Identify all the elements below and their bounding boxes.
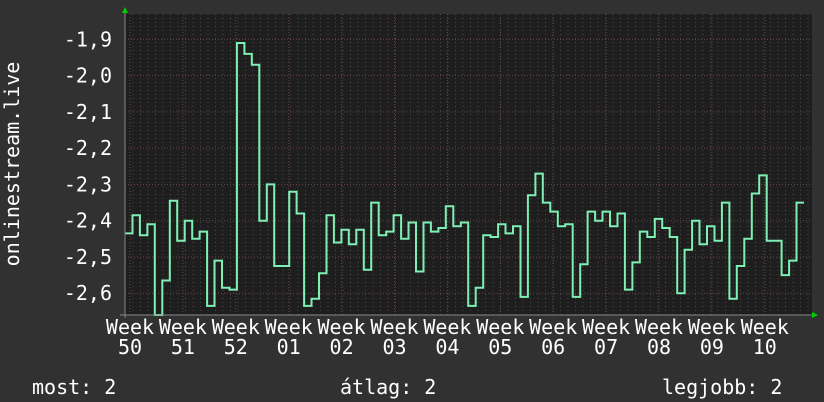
y-tick-label: -2,3 xyxy=(64,172,112,196)
x-tick-label: Week 51 xyxy=(159,315,207,359)
x-tick-label-part: 05 xyxy=(488,335,512,359)
grid xyxy=(125,14,812,315)
x-tick-label-part: Week xyxy=(106,315,154,339)
x-tick-label: Week 08 xyxy=(635,315,683,359)
x-tick-label-part: 07 xyxy=(594,335,618,359)
x-tick-label-part: 52 xyxy=(224,335,248,359)
x-tick-label: Week 07 xyxy=(582,315,630,359)
y-tick-label: -2,5 xyxy=(64,245,112,269)
x-tick-label-part: Week xyxy=(370,315,418,339)
x-tick-label-part: Week xyxy=(582,315,630,339)
x-tick-label-part: Week xyxy=(212,315,260,339)
x-tick-label: Week 50 xyxy=(106,315,154,359)
x-tick-label-part: 04 xyxy=(435,335,459,359)
x-tick-label-part: 09 xyxy=(700,335,724,359)
best-value: legjobb: 2 xyxy=(662,375,783,399)
x-tick-label: Week 09 xyxy=(688,315,736,359)
x-tick-label-part: Week xyxy=(529,315,577,339)
x-tick-label-part: 51 xyxy=(171,335,195,359)
x-tick-label-part: 03 xyxy=(382,335,406,359)
y-tick-label: -2,6 xyxy=(64,281,112,305)
x-tick-label-part: 10 xyxy=(753,335,777,359)
x-tick-label: Week 06 xyxy=(529,315,577,359)
x-tick-label: Week 02 xyxy=(318,315,366,359)
y-tick-label: -2,0 xyxy=(64,64,112,88)
x-tick-label-part: Week xyxy=(318,315,366,339)
x-tick-label: Week 01 xyxy=(265,315,313,359)
x-tick-label-part: 08 xyxy=(647,335,671,359)
average-value: átlag: 2 xyxy=(340,375,437,399)
x-tick-label-part: 02 xyxy=(330,335,354,359)
x-tick-label: Week 10 xyxy=(741,315,789,359)
x-axis-arrow-icon xyxy=(812,312,818,318)
x-tick-label-part: Week xyxy=(159,315,207,339)
x-tick-label-part: Week xyxy=(741,315,789,339)
y-axis-arrow-icon xyxy=(122,7,128,13)
x-tick-label-part: Week xyxy=(476,315,524,339)
x-tick-label-part: Week xyxy=(635,315,683,339)
y-tick-label: -2,4 xyxy=(64,209,112,233)
y-tick-label: -1,9 xyxy=(64,27,112,51)
x-tick-label: Week 04 xyxy=(423,315,471,359)
x-tick-label-part: Week xyxy=(423,315,471,339)
x-tick-label-part: Week xyxy=(265,315,313,339)
x-tick-label: Week 52 xyxy=(212,315,260,359)
series-line xyxy=(125,42,804,316)
current-value: most: 2 xyxy=(32,375,117,399)
x-tick-label: Week 05 xyxy=(476,315,524,359)
x-tick-label-part: Week xyxy=(688,315,736,339)
x-tick-label-part: 06 xyxy=(541,335,565,359)
y-axis-label: onlinestream.live xyxy=(0,62,24,267)
x-tick-label-part: 50 xyxy=(118,335,142,359)
y-tick-label: -2,1 xyxy=(64,100,112,124)
y-tick-label: -2,2 xyxy=(64,136,112,160)
y-axis-ticks: -1,9 -2,0 -2,1 -2,2 -2,3 -2,4 -2,5 -2,6 xyxy=(64,27,112,305)
x-tick-label: Week 03 xyxy=(370,315,418,359)
x-tick-label-part: 01 xyxy=(277,335,301,359)
